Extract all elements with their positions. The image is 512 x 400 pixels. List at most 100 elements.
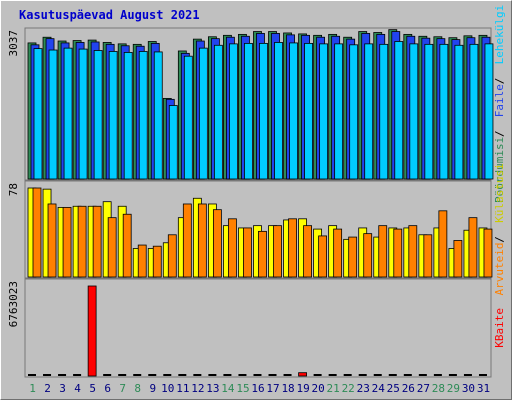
- bar-Lehekülgi-24: [379, 43, 389, 180]
- bar-Lehekülgi-6: [108, 51, 118, 180]
- bar-KBaite-30: [463, 374, 472, 376]
- bar-KBaite-26: [403, 374, 412, 376]
- legend-Lehekülgi: Lehekülgi: [493, 5, 506, 65]
- bar-Arvuteid-4: [77, 205, 87, 278]
- bar-Arvuteid-1: [32, 187, 42, 278]
- x-tick-label-7: 7: [119, 382, 126, 395]
- chart-title: Kasutuspäevad August 2021: [19, 8, 200, 22]
- x-tick-label-1: 1: [29, 382, 36, 395]
- x-tick-label-18: 18: [281, 382, 294, 395]
- bar-KBaite-24: [373, 374, 382, 376]
- bar-KBaite-1: [28, 374, 36, 376]
- bar-KBaite-22: [343, 374, 352, 376]
- bar-KBaite-7: [118, 374, 127, 376]
- x-tick-label-23: 23: [357, 382, 370, 395]
- x-tick-label-21: 21: [327, 382, 340, 395]
- bar-Lehekülgi-19: [304, 42, 313, 180]
- bar-Arvuteid-6: [107, 217, 117, 278]
- x-tick-label-12: 12: [191, 382, 204, 395]
- bar-KBaite-25: [388, 374, 397, 376]
- bar-Lehekülgi-10: [168, 105, 178, 180]
- bar-Lehekülgi-21: [334, 43, 344, 180]
- bar-Lehekülgi-22: [349, 44, 359, 180]
- bar-Lehekülgi-14: [229, 43, 238, 180]
- bar-KBaite-4: [73, 374, 82, 376]
- y-tick-label-bottom: 6763023: [7, 281, 20, 327]
- bar-Lehekülgi-17: [274, 42, 283, 180]
- bar-KBaite-21: [328, 374, 337, 376]
- x-tick-label-6: 6: [104, 382, 111, 395]
- legend-separator: /: [493, 236, 506, 243]
- bar-Arvuteid-16: [258, 230, 267, 278]
- bar-Lehekülgi-2: [48, 49, 58, 180]
- x-tick-label-8: 8: [134, 382, 141, 395]
- bar-KBaite-11: [178, 374, 187, 376]
- bar-KBaite-5: [87, 285, 97, 377]
- legend-Külastusi: Külastusi: [493, 163, 506, 223]
- bar-KBaite-6: [103, 374, 112, 376]
- bar-Lehekülgi-23: [364, 43, 374, 180]
- bar-Arvuteid-9: [152, 245, 162, 278]
- bar-Lehekülgi-25: [394, 41, 404, 180]
- bar-Lehekülgi-29: [454, 44, 464, 180]
- bar-Arvuteid-5: [92, 205, 102, 278]
- bar-Arvuteid-21: [333, 228, 343, 278]
- bar-Arvuteid-19: [303, 225, 312, 278]
- bar-KBaite-14: [223, 374, 232, 376]
- x-tick-label-3: 3: [59, 382, 66, 395]
- panel-bottom-box: [24, 278, 492, 378]
- bar-Arvuteid-27: [423, 234, 433, 278]
- bar-Arvuteid-12: [197, 203, 207, 278]
- bar-Lehekülgi-31: [484, 43, 494, 180]
- bar-Arvuteid-22: [348, 236, 358, 278]
- x-tick-label-30: 30: [462, 382, 475, 395]
- bar-Lehekülgi-9: [153, 51, 163, 180]
- bar-Lehekülgi-16: [259, 42, 268, 180]
- bar-Lehekülgi-30: [469, 43, 479, 180]
- x-tick-label-14: 14: [221, 382, 235, 395]
- bar-Arvuteid-7: [122, 213, 132, 278]
- x-tick-label-29: 29: [447, 382, 460, 395]
- bar-KBaite-12: [193, 374, 202, 376]
- x-tick-label-5: 5: [89, 382, 96, 395]
- bar-KBaite-17: [268, 374, 277, 376]
- bar-KBaite-28: [433, 374, 442, 376]
- x-tick-label-26: 26: [402, 382, 415, 395]
- bar-KBaite-2: [43, 374, 52, 376]
- bar-Lehekülgi-3: [63, 47, 73, 180]
- bar-Arvuteid-20: [318, 235, 328, 278]
- bar-Lehekülgi-13: [213, 44, 223, 180]
- bar-Arvuteid-31: [483, 228, 493, 278]
- bar-Arvuteid-14: [228, 218, 237, 278]
- bar-KBaite-31: [478, 374, 487, 376]
- bar-KBaite-27: [418, 374, 427, 376]
- x-tick-label-25: 25: [387, 382, 400, 395]
- bar-Arvuteid-8: [137, 244, 147, 278]
- bar-Lehekülgi-5: [93, 50, 103, 180]
- bar-Arvuteid-30: [468, 217, 478, 278]
- bar-KBaite-15: [238, 374, 247, 376]
- x-tick-label-10: 10: [161, 382, 174, 395]
- x-tick-label-4: 4: [74, 382, 81, 395]
- x-tick-label-17: 17: [266, 382, 279, 395]
- legend-separator: /: [493, 78, 506, 85]
- x-tick-label-24: 24: [372, 382, 386, 395]
- bar-Arvuteid-11: [182, 203, 192, 278]
- y-tick-label-middle: 78: [7, 183, 20, 196]
- bar-Lehekülgi-20: [319, 43, 329, 180]
- legend-Faile: Faile: [493, 84, 506, 117]
- bar-Arvuteid-25: [393, 228, 403, 278]
- bar-Lehekülgi-1: [33, 48, 43, 180]
- bar-Arvuteid-26: [408, 225, 418, 278]
- bar-Lehekülgi-15: [244, 42, 253, 180]
- bar-Lehekülgi-8: [138, 51, 148, 180]
- x-tick-label-9: 9: [149, 382, 156, 395]
- x-tick-label-11: 11: [176, 382, 189, 395]
- bar-Lehekülgi-26: [409, 43, 419, 180]
- bar-Lehekülgi-12: [198, 47, 208, 180]
- bar-Arvuteid-15: [243, 227, 252, 278]
- bar-KBaite-9: [148, 374, 157, 376]
- x-tick-label-28: 28: [432, 382, 445, 395]
- bar-Lehekülgi-28: [439, 43, 449, 180]
